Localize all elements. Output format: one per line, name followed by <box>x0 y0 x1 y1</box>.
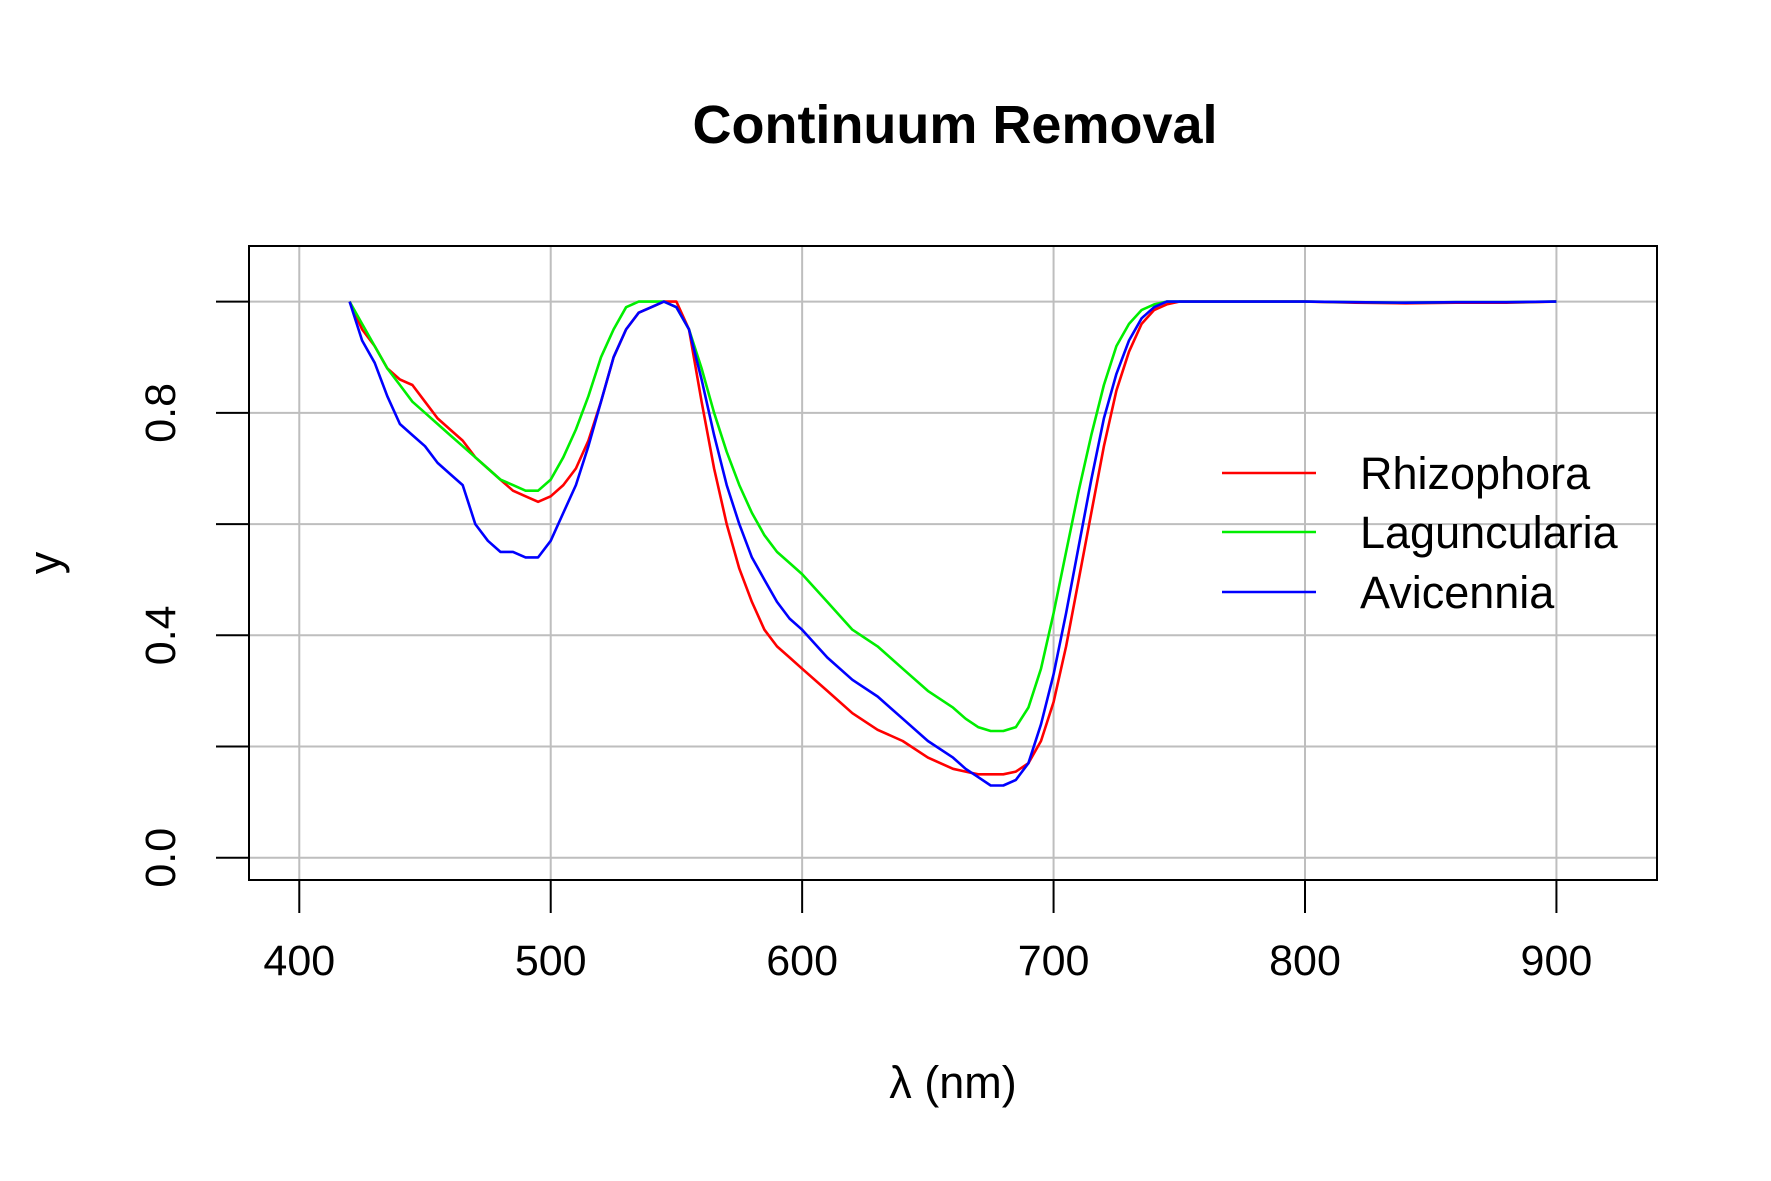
grid <box>249 246 1657 880</box>
legend: Rhizophora Laguncularia Avicennia <box>1222 448 1619 618</box>
legend-label: Rhizophora <box>1360 448 1591 499</box>
x-axis-label: λ (nm) <box>889 1057 1017 1108</box>
y-axis-label: y <box>19 551 70 574</box>
y-tick-label: 0.0 <box>137 828 185 888</box>
series-lines <box>348 300 1557 787</box>
x-axis: 400 500 600 700 800 900 <box>263 880 1592 985</box>
series-line-laguncularia <box>348 300 1557 733</box>
legend-label: Laguncularia <box>1360 507 1619 558</box>
y-axis: 0.0 0.4 0.8 <box>137 300 249 888</box>
chart-title: Continuum Removal <box>692 95 1217 155</box>
x-tick-label: 800 <box>1269 937 1341 985</box>
y-tick-label: 0.8 <box>137 383 185 443</box>
series-line-avicennia <box>348 300 1557 787</box>
x-tick-label: 700 <box>1018 937 1090 985</box>
y-tick-label: 0.4 <box>137 605 185 665</box>
x-tick-label: 400 <box>263 937 335 985</box>
legend-label: Avicennia <box>1360 567 1555 618</box>
x-tick-label: 900 <box>1521 937 1593 985</box>
plot-frame <box>248 245 1658 881</box>
x-tick-label: 500 <box>515 937 587 985</box>
x-tick-label: 600 <box>766 937 838 985</box>
